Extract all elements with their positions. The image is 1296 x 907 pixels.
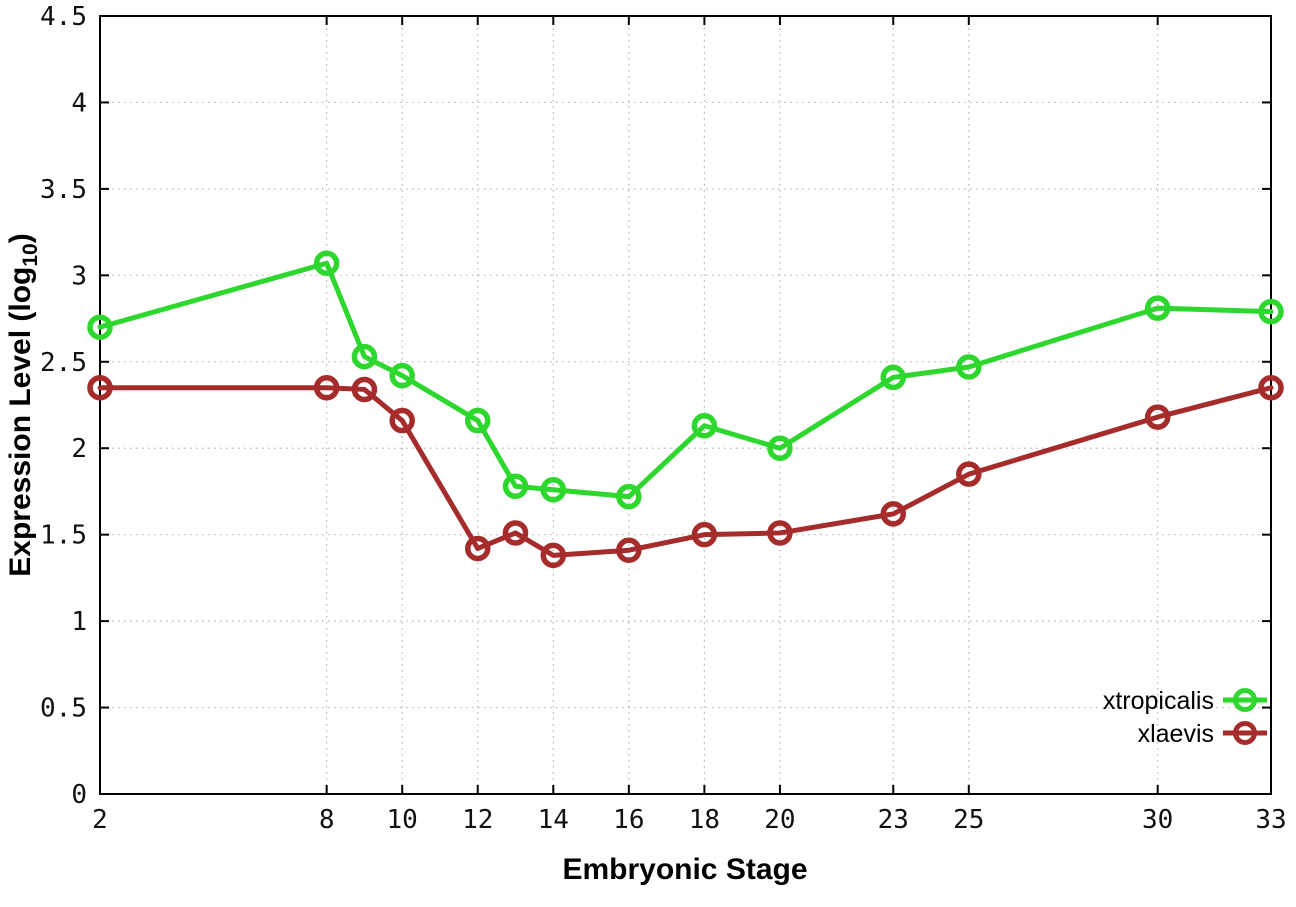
plot-frame: [99, 15, 1272, 795]
chart-legend: xtropicalis xlaevis: [1103, 687, 1267, 748]
plot-layer: 2 8 10 12 14 16 18 20 23 25 30 33 0 0.5 1 1.5 2 2.5 3 3.5 4 4…: [40, 2, 1287, 835]
data-point-xlaevis-stage-18: [691, 521, 718, 548]
y-tick-label: 0: [71, 780, 87, 810]
data-point-xlaevis-stage-2: [87, 374, 113, 401]
data-point-xlaevis-stage-8: [313, 374, 340, 401]
data-point-xtropicalis-stage-2: [87, 314, 113, 340]
y-tick-label: 2.5: [40, 348, 87, 378]
data-point-xlaevis-stage-23: [880, 501, 907, 527]
x-tick-label: 18: [689, 805, 720, 835]
legend-label-xtropicalis: xtropicalis: [1103, 687, 1214, 715]
data-point-xlaevis-stage-12: [464, 535, 491, 562]
data-point-xtropicalis-stage-20: [767, 435, 793, 461]
data-point-xlaevis-stage-10: [389, 407, 415, 434]
data-point-xtropicalis-stage-30: [1144, 295, 1171, 321]
data-point-xtropicalis-stage-14: [540, 476, 567, 503]
data-point-xlaevis-stage-14: [540, 542, 567, 569]
x-tick-label: 8: [319, 805, 335, 835]
series-line-xlaevis: [97, 385, 1274, 558]
x-tick-label: 33: [1255, 805, 1286, 835]
x-tick-label: 23: [878, 805, 909, 835]
x-tick-label: 30: [1142, 805, 1173, 835]
y-tick-label: 1.5: [40, 521, 87, 551]
x-tick-label: 2: [92, 805, 108, 835]
x-tick-label: 20: [764, 805, 795, 835]
series-line-xtropicalis: [97, 260, 1274, 500]
y-tick-label: 4.5: [40, 2, 87, 32]
data-point-xtropicalis-stage-10: [389, 362, 415, 389]
data-point-xtropicalis-stage-8: [313, 250, 340, 276]
legend-label-xlaevis: xlaevis: [1138, 720, 1214, 748]
x-tick-label: 25: [953, 805, 984, 835]
y-axis-title: Expression Level (log10): [4, 233, 42, 576]
data-point-xlaevis-stage-25: [956, 461, 982, 487]
data-point-xtropicalis-stage-9: [351, 343, 378, 370]
y-tick-label: 4: [71, 88, 87, 118]
x-axis-title: Embryonic Stage: [562, 853, 807, 886]
data-point-xlaevis-stage-30: [1144, 404, 1171, 430]
y-tick-label: 3: [71, 261, 87, 291]
data-point-xtropicalis-stage-12: [464, 407, 491, 434]
data-point-xtropicalis-stage-23: [880, 364, 907, 391]
x-tick-label: 10: [387, 805, 418, 835]
data-point-xlaevis-stage-33: [1258, 374, 1284, 401]
legend-marker-icon: [1233, 721, 1257, 745]
data-point-xlaevis-stage-13: [502, 520, 529, 546]
y-axis-title-subscript: 10: [19, 243, 42, 266]
data-point-xtropicalis-stage-18: [691, 412, 718, 439]
x-tick-label: 14: [538, 805, 569, 835]
y-tick-label: 2: [71, 434, 87, 464]
x-tick-label: 16: [613, 805, 644, 835]
data-point-xtropicalis-stage-33: [1258, 298, 1284, 325]
data-point-xlaevis-stage-9: [351, 376, 378, 403]
data-point-xlaevis-stage-20: [767, 520, 793, 546]
data-point-xtropicalis-stage-13: [502, 473, 529, 500]
legend-marker-icon: [1233, 688, 1257, 712]
data-point-xtropicalis-stage-16: [616, 483, 642, 510]
y-axis-title-suffix: ): [4, 233, 37, 243]
y-axis-title-prefix: Expression Level (log: [4, 267, 37, 577]
legend-item-xlaevis: xlaevis: [1138, 720, 1267, 748]
legend-item-xtropicalis: xtropicalis: [1103, 687, 1267, 715]
x-tick-label: 12: [462, 805, 493, 835]
y-tick-label: 3.5: [40, 175, 87, 205]
data-point-xlaevis-stage-16: [616, 537, 642, 563]
y-tick-label: 0.5: [40, 694, 87, 724]
y-tick-label: 1: [71, 607, 87, 637]
data-point-xtropicalis-stage-25: [956, 354, 982, 380]
